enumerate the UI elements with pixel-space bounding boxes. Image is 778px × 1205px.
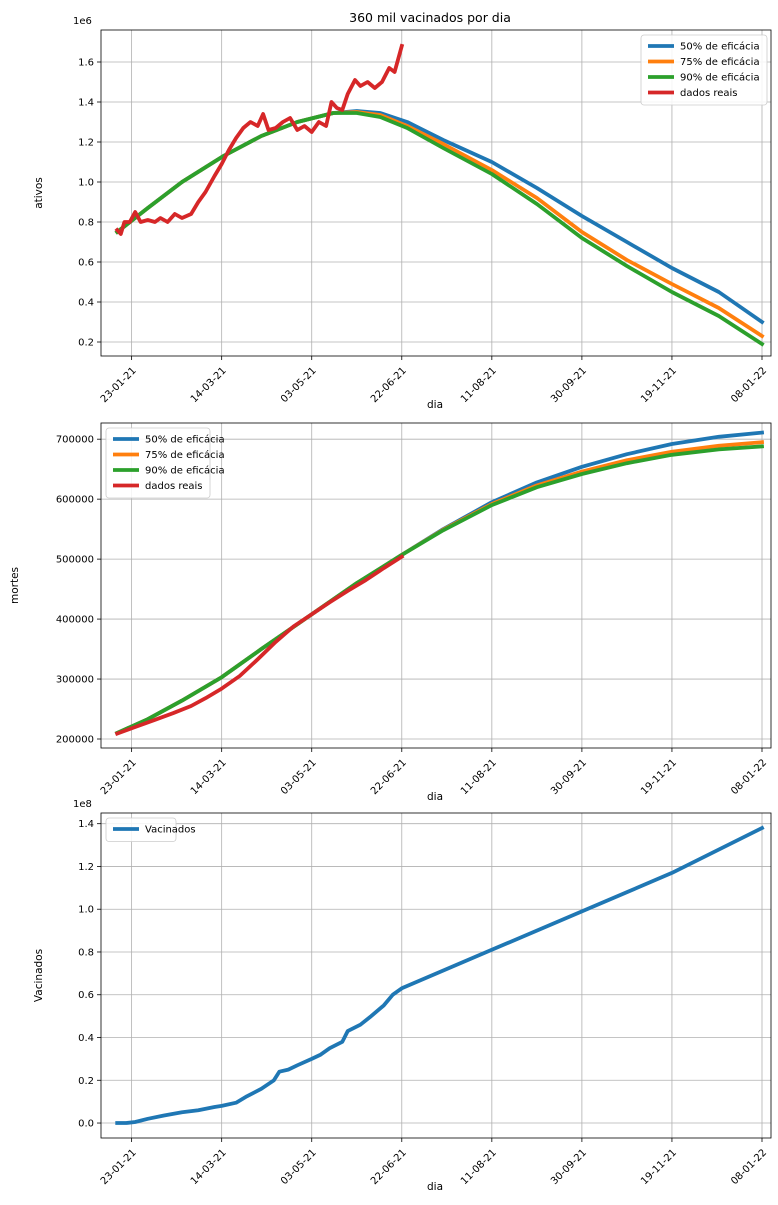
chart-panel-2: 23-01-21 14-03-21 03-05-21 22-06-21 11-08-21…: [9, 422, 772, 803]
axes-frame: [100, 812, 772, 1139]
y-tick-label: 0.2: [78, 338, 94, 349]
x-axis-label: dia: [427, 791, 443, 803]
x-tick-label: 08-01-22: [729, 365, 769, 405]
x-tick-label: 22-06-21: [369, 365, 409, 405]
legend-box: [105, 817, 177, 842]
y-tick-label: 0.8: [78, 218, 94, 229]
y-tick-label: 700000: [56, 435, 94, 446]
x-tick-label: 08-01-22: [729, 1147, 769, 1187]
y-tick-label: 1.4: [78, 819, 94, 830]
legend-entry: dados reais: [145, 481, 203, 492]
y-tick-label: 1.2: [78, 862, 94, 873]
legend: 50% de eficácia 75% de eficácia 90% de efi…: [640, 34, 768, 106]
y-tick-label: 1.0: [78, 905, 94, 916]
y-tick-label: 1.4: [78, 98, 94, 109]
axes-frame: [100, 29, 772, 357]
x-tick-label: 30-09-21: [549, 365, 589, 405]
x-tick-label: 03-05-21: [279, 757, 319, 797]
legend-entry: dados reais: [680, 88, 738, 99]
x-tick-label: 19-11-21: [639, 365, 679, 405]
x-tick-label: 23-01-21: [99, 365, 139, 405]
x-tick-label: 30-09-21: [549, 757, 589, 797]
y-axis-label: Vacinados: [33, 949, 45, 1002]
y-offset-label: 1e6: [73, 16, 92, 27]
x-tick-label: 03-05-21: [279, 1147, 319, 1187]
y-tick-label: 1.6: [78, 58, 94, 69]
x-axis-label: dia: [427, 399, 443, 411]
chart-panel-3: 23-01-21 14-03-21 03-05-21 22-06-21 11-08-21…: [33, 799, 772, 1193]
series-line-1: [115, 825, 765, 1125]
x-tick-label: 14-03-21: [189, 365, 229, 405]
legend-entry: 50% de eficácia: [680, 41, 760, 53]
x-tick-label: 22-06-21: [369, 757, 409, 797]
y-tick-label: 500000: [56, 555, 94, 566]
chart-panel-1: 23-01-21 14-03-21 03-05-21 22-06-21 11-08-21…: [33, 16, 772, 411]
series-line-3: [114, 111, 765, 347]
series-line-4: [114, 554, 405, 737]
x-tick-label: 30-09-21: [549, 1147, 589, 1187]
axes-frame: [100, 422, 772, 749]
x-tick-label: 03-05-21: [279, 365, 319, 405]
chart-title: 360 mil vacinados por dia: [349, 10, 511, 25]
x-axis-label: dia: [427, 1181, 443, 1193]
x-tick-label: 14-03-21: [189, 1147, 229, 1187]
legend-entry: Vacinados: [145, 825, 196, 836]
series-line-4: [114, 43, 405, 236]
y-offset-label: 1e8: [73, 799, 92, 810]
legend-box: [640, 34, 768, 106]
x-tick-label: 19-11-21: [639, 1147, 679, 1187]
legend-entry: 90% de eficácia: [145, 465, 225, 477]
y-tick-label: 200000: [56, 735, 94, 746]
y-tick-label: 1.0: [78, 178, 94, 189]
x-tick-label: 19-11-21: [639, 757, 679, 797]
y-tick-label: 0.6: [78, 258, 94, 269]
x-tick-label: 11-08-21: [459, 757, 499, 797]
y-tick-label: 0.8: [78, 947, 94, 958]
x-tick-label: 14-03-21: [189, 757, 229, 797]
y-tick-label: 1.2: [78, 138, 94, 149]
y-tick-label: 300000: [56, 675, 94, 686]
y-tick-label: 0.4: [78, 298, 94, 309]
legend-entry: 50% de eficácia: [145, 434, 225, 446]
y-tick-label: 0.2: [78, 1076, 94, 1087]
legend: Vacinados: [105, 817, 196, 842]
legend-entry: 75% de eficácia: [680, 56, 760, 68]
legend-box: [105, 427, 211, 499]
x-tick-label: 22-06-21: [369, 1147, 409, 1187]
y-tick-label: 0.4: [78, 1033, 94, 1044]
series-line-3: [114, 444, 765, 736]
legend-entry: 90% de eficácia: [680, 72, 760, 84]
x-tick-label: 23-01-21: [99, 1147, 139, 1187]
y-tick-label: 0.0: [78, 1119, 94, 1130]
legend-entry: 75% de eficácia: [145, 449, 225, 461]
y-tick-label: 400000: [56, 615, 94, 626]
y-tick-label: 0.6: [78, 990, 94, 1001]
y-axis-label: mortes: [9, 567, 21, 604]
x-tick-label: 08-01-22: [729, 757, 769, 797]
x-tick-label: 23-01-21: [99, 757, 139, 797]
legend: 50% de eficácia 75% de eficácia 90% de efi…: [105, 427, 225, 499]
x-tick-label: 11-08-21: [459, 365, 499, 405]
x-tick-label: 11-08-21: [459, 1147, 499, 1187]
y-axis-label: ativos: [33, 177, 45, 209]
y-tick-label: 600000: [56, 495, 94, 506]
